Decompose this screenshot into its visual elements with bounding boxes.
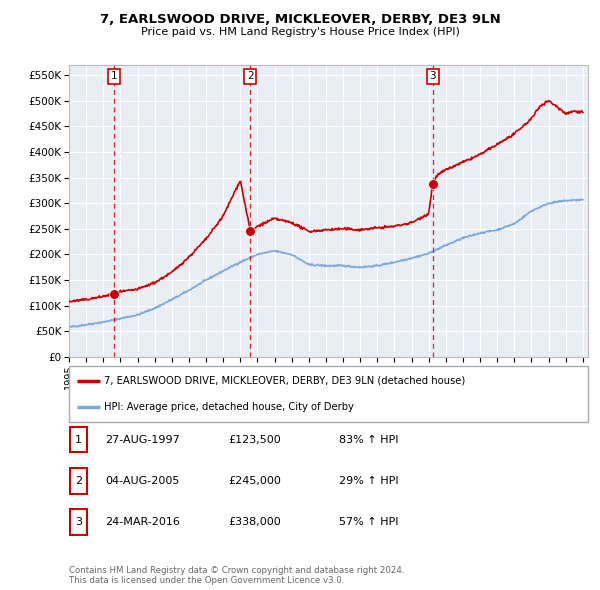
Text: £245,000: £245,000 — [228, 476, 281, 486]
Text: Contains HM Land Registry data © Crown copyright and database right 2024.
This d: Contains HM Land Registry data © Crown c… — [69, 566, 404, 585]
Text: 24-MAR-2016: 24-MAR-2016 — [105, 517, 180, 527]
Text: 1: 1 — [111, 71, 118, 81]
Text: 27-AUG-1997: 27-AUG-1997 — [105, 435, 180, 444]
Text: HPI: Average price, detached house, City of Derby: HPI: Average price, detached house, City… — [104, 402, 354, 412]
Text: Price paid vs. HM Land Registry's House Price Index (HPI): Price paid vs. HM Land Registry's House … — [140, 27, 460, 37]
FancyBboxPatch shape — [70, 427, 87, 453]
FancyBboxPatch shape — [70, 509, 87, 535]
Text: 2: 2 — [247, 71, 254, 81]
Text: 3: 3 — [75, 517, 82, 527]
Text: 3: 3 — [430, 71, 436, 81]
Text: 83% ↑ HPI: 83% ↑ HPI — [339, 435, 398, 444]
Text: 1: 1 — [75, 435, 82, 444]
Text: 7, EARLSWOOD DRIVE, MICKLEOVER, DERBY, DE3 9LN (detached house): 7, EARLSWOOD DRIVE, MICKLEOVER, DERBY, D… — [104, 376, 466, 386]
Text: 29% ↑ HPI: 29% ↑ HPI — [339, 476, 398, 486]
Text: £123,500: £123,500 — [228, 435, 281, 444]
Text: £338,000: £338,000 — [228, 517, 281, 527]
FancyBboxPatch shape — [69, 366, 588, 422]
Text: 57% ↑ HPI: 57% ↑ HPI — [339, 517, 398, 527]
Text: 2: 2 — [75, 476, 82, 486]
FancyBboxPatch shape — [70, 468, 87, 494]
Text: 7, EARLSWOOD DRIVE, MICKLEOVER, DERBY, DE3 9LN: 7, EARLSWOOD DRIVE, MICKLEOVER, DERBY, D… — [100, 13, 500, 26]
Text: 04-AUG-2005: 04-AUG-2005 — [105, 476, 179, 486]
